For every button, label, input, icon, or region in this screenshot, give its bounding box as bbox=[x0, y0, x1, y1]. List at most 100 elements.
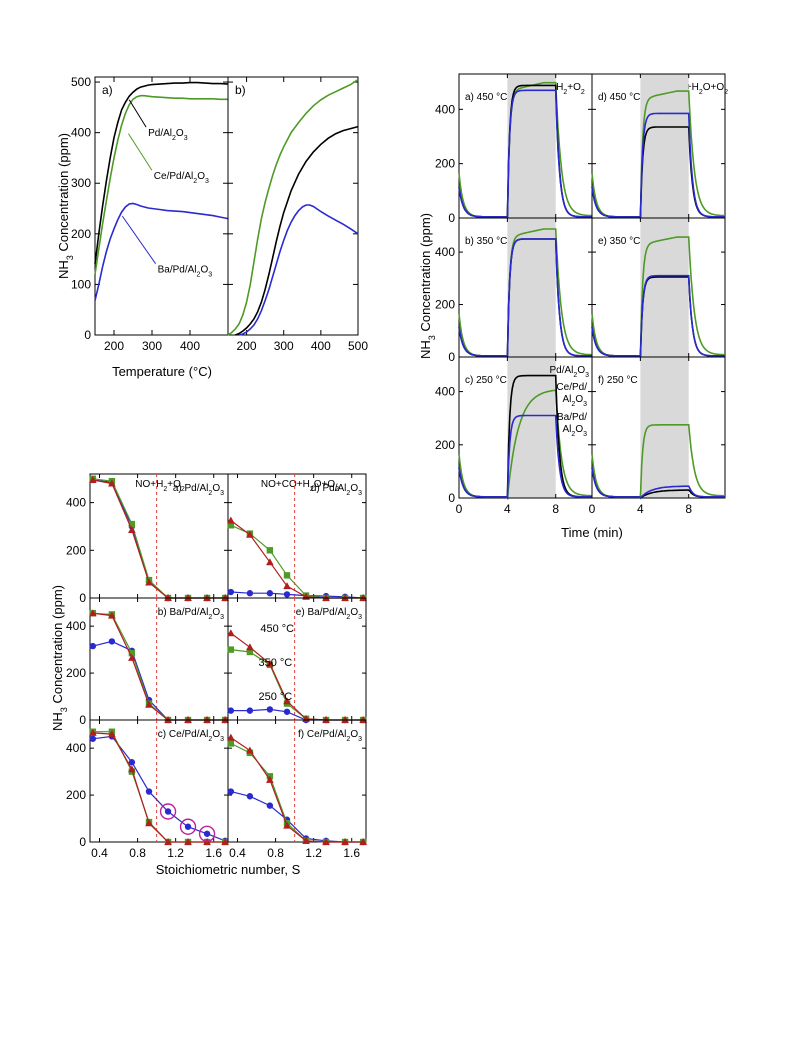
point-350 bbox=[246, 648, 254, 656]
point-350 bbox=[227, 740, 235, 747]
panel-label: e) 350 °C bbox=[598, 236, 640, 247]
x-tick-label: 0.8 bbox=[267, 846, 284, 860]
y-axis-title: NH3 Concentration (ppm) bbox=[50, 585, 69, 731]
panel-label: c) 250 °C bbox=[465, 375, 507, 386]
fig3-panel-5: 0.4 0.8 1.2 1.6 f) Ce/Pd/Al2O3 bbox=[227, 719, 367, 860]
fig3-panel-2: 0.4 0.8 1.2 1.6 0 200 400 c) Ce/Pd/Al2O3 bbox=[66, 719, 229, 860]
point-450 bbox=[108, 479, 116, 487]
y-tick-label: 0 bbox=[448, 350, 455, 364]
x-tick-label: 1.6 bbox=[343, 846, 360, 860]
panel-label: b) 350 °C bbox=[465, 236, 507, 247]
x-axis-title: Time (min) bbox=[561, 525, 623, 540]
point-250 bbox=[203, 830, 211, 837]
series-line-c450 bbox=[230, 737, 364, 843]
y-tick-label: 200 bbox=[71, 227, 91, 241]
panel-label: b) Ba/Pd/Al2O3 bbox=[158, 607, 224, 621]
highlight-ring bbox=[159, 803, 177, 820]
trace-ba bbox=[591, 274, 725, 359]
point-350 bbox=[227, 646, 235, 653]
point-250 bbox=[246, 793, 254, 800]
panel-label: b) bbox=[235, 83, 246, 97]
point-450 bbox=[221, 838, 229, 845]
point-450 bbox=[227, 629, 235, 637]
shaded-region bbox=[640, 74, 689, 218]
highlight-ring bbox=[198, 825, 216, 842]
x-tick-label: 8 bbox=[552, 502, 559, 516]
series-line-ce bbox=[227, 78, 359, 336]
highlight-ring bbox=[179, 818, 197, 835]
series-line-pd bbox=[94, 81, 229, 265]
x-tick-label: 400 bbox=[180, 339, 200, 353]
series-line-c350 bbox=[92, 612, 226, 721]
trace-ba bbox=[591, 467, 725, 500]
fig2-panel-4: e) 350 °C bbox=[591, 217, 726, 359]
series-line-c450 bbox=[92, 479, 226, 599]
point-450 bbox=[128, 526, 136, 534]
point-250 bbox=[266, 802, 274, 809]
point-450 bbox=[89, 609, 97, 617]
y-tick-label: 200 bbox=[66, 788, 86, 802]
fig2-panel-1: 0 200 400 b) 350 °C bbox=[435, 217, 593, 364]
y-tick-label: 300 bbox=[71, 176, 91, 190]
shaded-region bbox=[640, 218, 689, 357]
annotation-leader bbox=[121, 215, 157, 264]
series-line-c350 bbox=[92, 731, 226, 843]
point-450 bbox=[266, 558, 274, 566]
legend-text: Ce/Pd/ bbox=[556, 382, 587, 393]
y-tick-label: 400 bbox=[66, 619, 86, 633]
y-tick-label: 400 bbox=[435, 102, 455, 116]
shaded-region bbox=[507, 357, 556, 498]
y-tick-label: 500 bbox=[71, 75, 91, 89]
annotation-leader bbox=[128, 99, 147, 128]
temperature-chart: 200 300 400 0 100 200 300 400 500 a) Pd/Al2O3 Ce/Pd… bbox=[56, 75, 368, 379]
point-250 bbox=[89, 642, 97, 650]
series-line-c250 bbox=[92, 479, 226, 599]
trace-ba bbox=[458, 89, 592, 220]
fig3-panel-0: 0 200 400 a) Pd/Al2O3 bbox=[66, 473, 229, 605]
x-tick-label: 0.4 bbox=[91, 846, 108, 860]
header-label: NO+H2+O2 bbox=[135, 479, 185, 493]
point-250 bbox=[246, 590, 254, 597]
point-250 bbox=[227, 588, 235, 596]
series-line-ba bbox=[94, 202, 229, 301]
y-tick-label: 0 bbox=[84, 328, 91, 342]
fig3-panel-1: 0 200 400 b) Ba/Pd/Al2O3 bbox=[66, 597, 229, 727]
point-350 bbox=[128, 520, 136, 528]
point-450 bbox=[283, 821, 291, 829]
legend-pd: Pd/Al2O3 bbox=[549, 365, 589, 379]
point-450 bbox=[145, 578, 153, 586]
header-label: NO+CO+H2O+O2 bbox=[261, 479, 339, 493]
x-axis-title: Stoichiometric number, S bbox=[156, 862, 301, 877]
point-450 bbox=[108, 611, 116, 619]
series-line-c250 bbox=[92, 735, 226, 842]
point-450 bbox=[266, 659, 274, 667]
point-450 bbox=[322, 838, 330, 845]
panel-label: c) Ce/Pd/Al2O3 bbox=[158, 729, 224, 743]
y-tick-label: 400 bbox=[66, 741, 86, 755]
point-450 bbox=[128, 653, 136, 661]
series-line-pd bbox=[235, 125, 359, 336]
x-tick-label: 0.4 bbox=[229, 846, 246, 860]
point-450 bbox=[184, 838, 192, 845]
y-tick-label: 0 bbox=[79, 713, 86, 727]
point-250 bbox=[283, 708, 291, 715]
series-line-c450 bbox=[92, 612, 226, 721]
fig1-panel-0: 200 300 400 0 100 200 300 400 500 a) Pd/Al2O3 Ce/Pd… bbox=[71, 75, 229, 353]
series-line-ba bbox=[238, 204, 359, 336]
point-450 bbox=[128, 765, 136, 773]
point-450 bbox=[145, 700, 153, 708]
stoichiometry-chart: NO+H2+O2 NO+CO+H2O+O2 0 200 400 a) Pd/Al2O3 0 2… bbox=[50, 473, 367, 877]
x-tick-label: 1.2 bbox=[167, 846, 184, 860]
point-450 bbox=[108, 730, 116, 738]
series-annotation: Ce/Pd/Al2O3 bbox=[154, 171, 209, 185]
point-250 bbox=[266, 706, 274, 713]
point-450 bbox=[283, 697, 291, 705]
series-label: 450 °C bbox=[260, 623, 294, 635]
point-250 bbox=[89, 735, 97, 742]
point-350 bbox=[128, 649, 136, 657]
point-450 bbox=[89, 728, 97, 736]
point-350 bbox=[227, 522, 235, 529]
point-250 bbox=[145, 788, 153, 795]
point-450 bbox=[283, 582, 291, 590]
